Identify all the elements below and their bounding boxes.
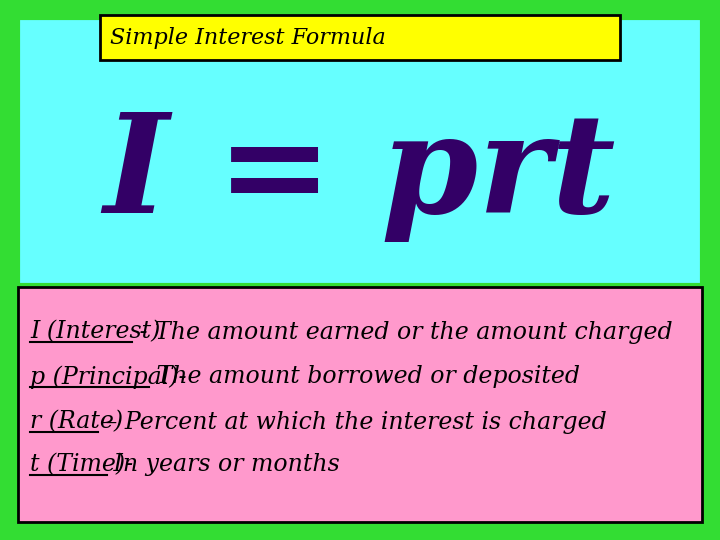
Text: – Percent at which the interest is charged: – Percent at which the interest is charg… [98, 410, 607, 434]
FancyBboxPatch shape [100, 15, 620, 60]
Text: r (Rate): r (Rate) [30, 410, 123, 434]
Text: Simple Interest Formula: Simple Interest Formula [110, 27, 386, 49]
Text: t (Time)-: t (Time)- [30, 454, 133, 476]
FancyBboxPatch shape [18, 287, 702, 522]
Text: p (Principal)-: p (Principal)- [30, 365, 186, 389]
Text: I = prt: I = prt [104, 108, 616, 242]
Text: The amount borrowed or deposited: The amount borrowed or deposited [149, 366, 580, 388]
FancyBboxPatch shape [18, 18, 702, 285]
Text: - The amount earned or the amount charged: - The amount earned or the amount charge… [132, 321, 672, 343]
Text: In years or months: In years or months [107, 454, 341, 476]
Text: I (Interest): I (Interest) [30, 321, 161, 343]
